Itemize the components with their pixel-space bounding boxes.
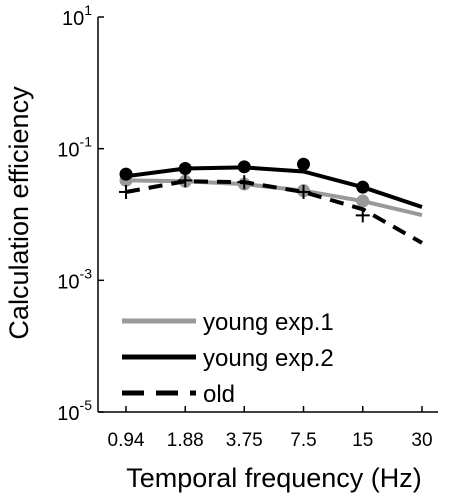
series-line-old	[125, 179, 423, 245]
data-point-young-exp-2	[356, 180, 370, 194]
y-tick-label: 10-3	[57, 265, 92, 293]
data-point-young-exp-2	[237, 160, 251, 174]
data-point-old	[237, 175, 252, 190]
data-point-old	[119, 184, 133, 199]
x-axis-label: Temporal frequency (Hz)	[126, 463, 422, 493]
y-axis-label: Calculation efficiency	[4, 86, 34, 340]
y-tick-label: 10-1	[57, 134, 92, 162]
data-point-old	[355, 208, 370, 223]
series-layer	[119, 157, 423, 245]
x-tick-label: 1.88	[167, 430, 204, 451]
legend-label-old: old	[203, 381, 235, 408]
legend-label-young-exp2: young exp.2	[203, 345, 334, 372]
y-ticks: 101 10-1 10-3 10-5	[57, 2, 104, 425]
x-tick-label: 30	[411, 430, 432, 451]
data-point-young-exp-1	[356, 194, 370, 208]
data-point-young-exp-2	[119, 167, 133, 181]
x-tick-label: 15	[352, 430, 373, 451]
y-tick-label: 10-5	[57, 397, 92, 425]
legend: young exp.1 young exp.2 old	[122, 309, 334, 408]
x-tick-label: 3.75	[226, 430, 263, 451]
x-ticks: 0.94 1.88 3.75 7.5 15 30	[108, 406, 433, 451]
data-point-young-exp-2	[297, 157, 311, 171]
data-point-old	[178, 173, 193, 188]
data-point-young-exp-2	[178, 161, 192, 175]
y-tick-label: 101	[62, 2, 92, 30]
x-tick-label: 0.94	[108, 430, 145, 451]
legend-label-young-exp1: young exp.1	[203, 309, 334, 336]
data-point-old	[296, 184, 311, 199]
x-tick-label: 7.5	[290, 430, 316, 451]
plot-area: 101 10-1 10-3 10-5 0.94 1.88 3.75 7.5 15 30	[57, 2, 438, 451]
series-line-young-exp-2	[125, 165, 423, 209]
